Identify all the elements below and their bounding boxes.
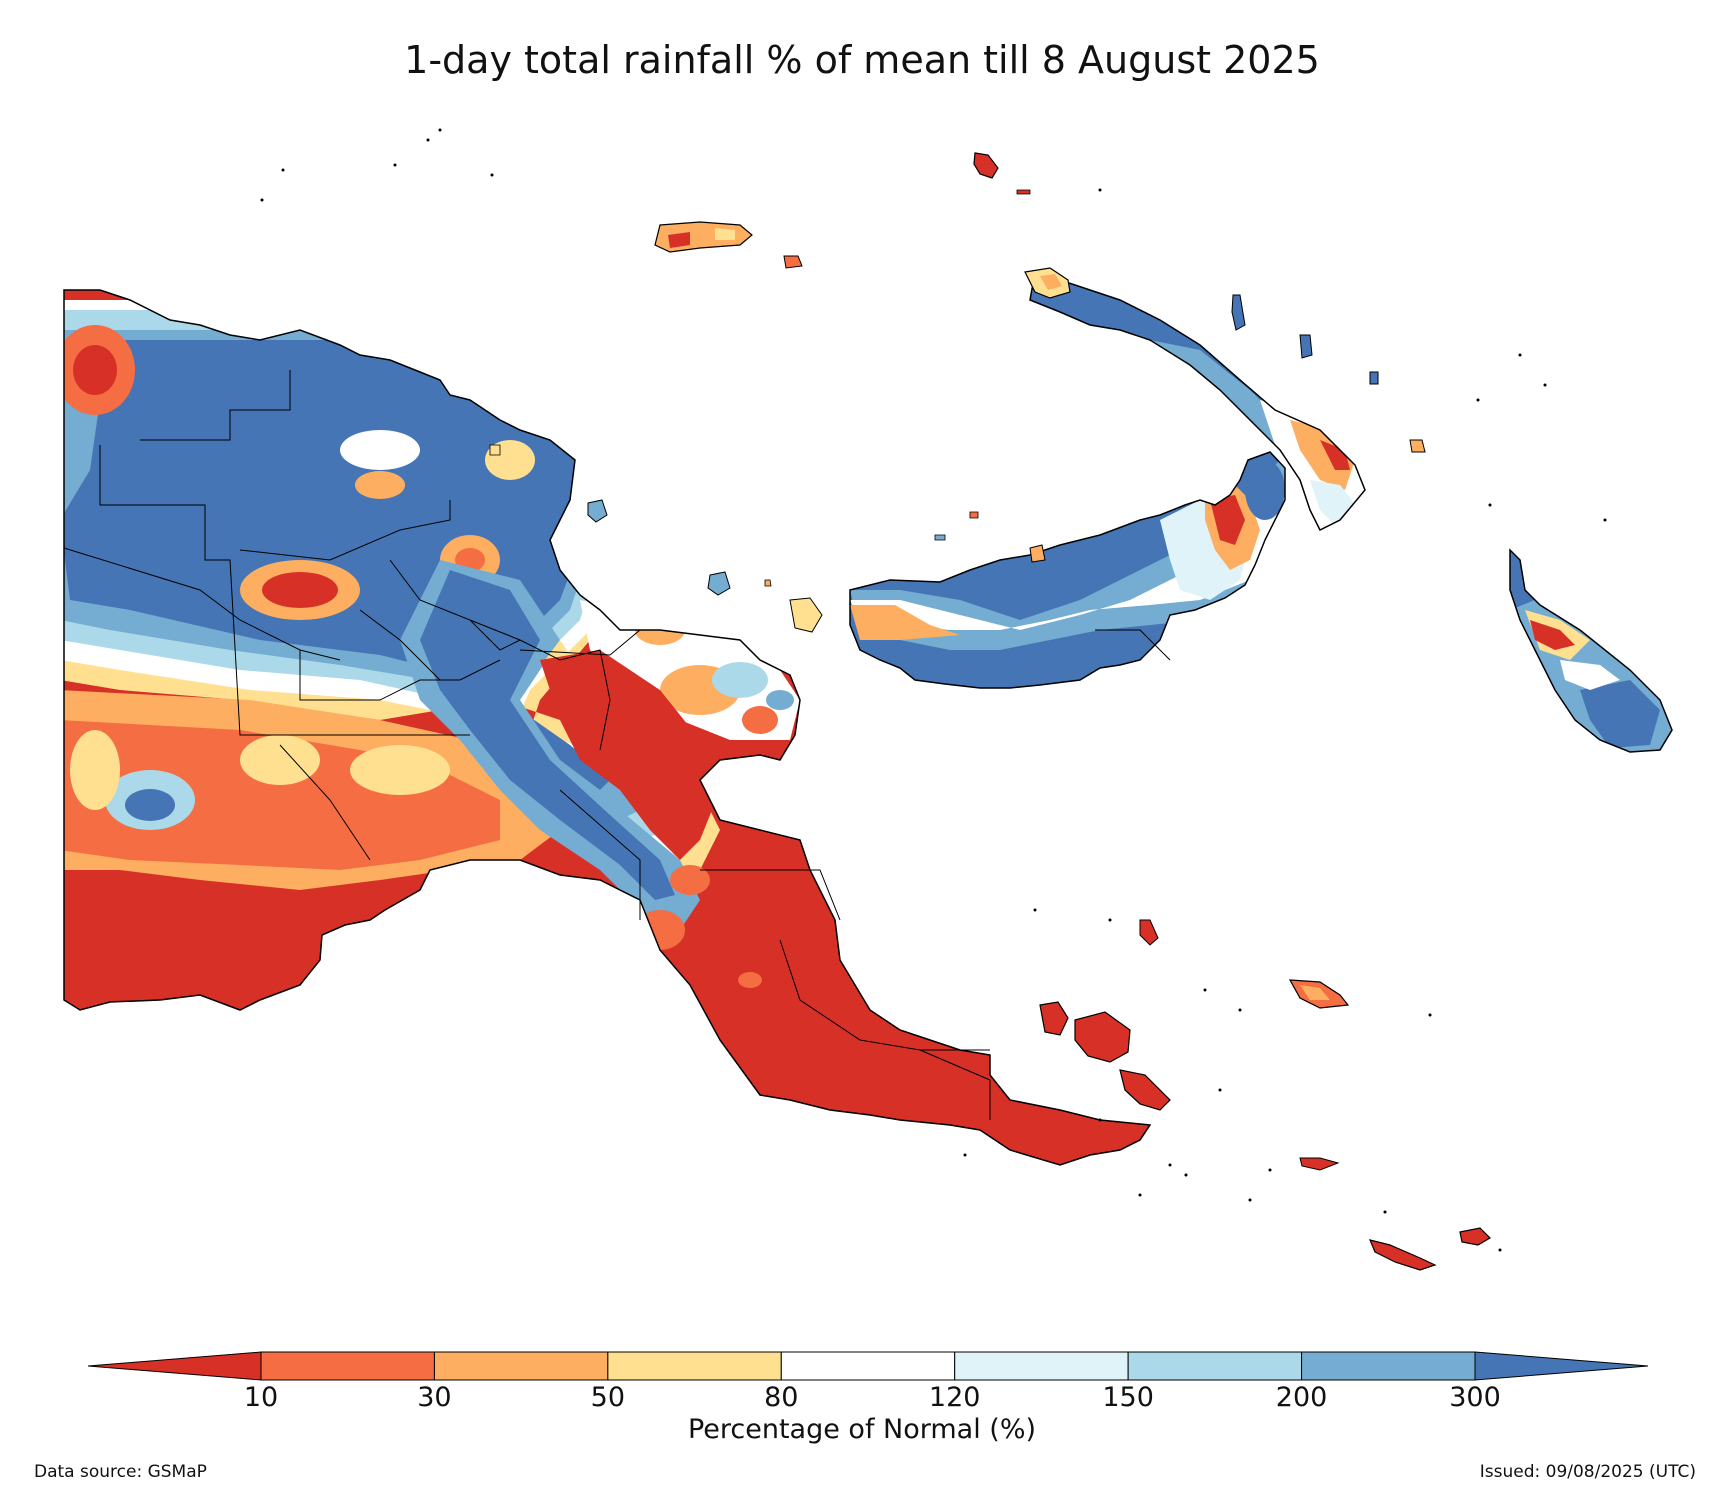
tick-label: 200 <box>1275 1382 1328 1413</box>
new-britain-outline <box>849 451 1286 689</box>
willaumez-tip <box>1029 544 1046 563</box>
tick-label: 120 <box>928 1382 981 1413</box>
bougainville <box>1510 550 1672 752</box>
lihir-island <box>1299 334 1313 359</box>
province-boundaries <box>63 370 991 1120</box>
tanga-island <box>1369 371 1379 385</box>
emirau-island <box>1016 189 1031 195</box>
tick-label: 150 <box>1102 1382 1154 1413</box>
colorbar-label: Percentage of Normal (%) <box>687 1414 1037 1445</box>
karkar-island <box>587 499 608 523</box>
crown-island <box>764 579 772 587</box>
misima-island <box>1299 1157 1340 1171</box>
new-britain-boundary <box>1095 629 1171 661</box>
new-britain <box>850 452 1285 688</box>
manus-island <box>654 221 803 269</box>
trobriand-island <box>1139 919 1159 946</box>
new-ireland <box>1030 272 1365 530</box>
issued-date: Issued: 09/08/2025 (UTC) <box>1479 1462 1696 1482</box>
long-island <box>707 571 731 596</box>
tick-label: 30 <box>417 1382 452 1413</box>
bougainville-outline <box>1509 548 1673 753</box>
tabar-island <box>1231 294 1246 331</box>
tick-label: 300 <box>1449 1382 1501 1413</box>
mussau-island <box>973 152 999 179</box>
tick-label: 80 <box>764 1382 799 1413</box>
fergusson-island <box>1074 1011 1131 1063</box>
map-title: 1-day total rainfall % of mean till 8 Au… <box>404 38 1320 82</box>
normanby-island <box>1119 1069 1171 1111</box>
data-source: Data source: GSMaP <box>34 1462 207 1482</box>
islet-north-3 <box>969 511 979 519</box>
goodenough-island <box>1039 1001 1069 1036</box>
scattered-islets <box>260 128 1607 1252</box>
feni-island <box>1409 439 1426 453</box>
mainland-outline <box>63 289 1152 1166</box>
umboi-island <box>789 597 823 633</box>
tagula-island <box>1368 1239 1437 1271</box>
new-ireland-outline <box>1029 271 1366 532</box>
mainland-png <box>64 290 1150 1165</box>
new-hanover-accent <box>1040 274 1062 290</box>
islet-north-2 <box>934 534 946 541</box>
islet-north-1 <box>489 444 501 456</box>
tick-label: 10 <box>243 1382 279 1413</box>
rossel-island <box>1459 1227 1491 1246</box>
tick-label: 50 <box>590 1382 626 1413</box>
woodlark-accent <box>1300 985 1330 1000</box>
